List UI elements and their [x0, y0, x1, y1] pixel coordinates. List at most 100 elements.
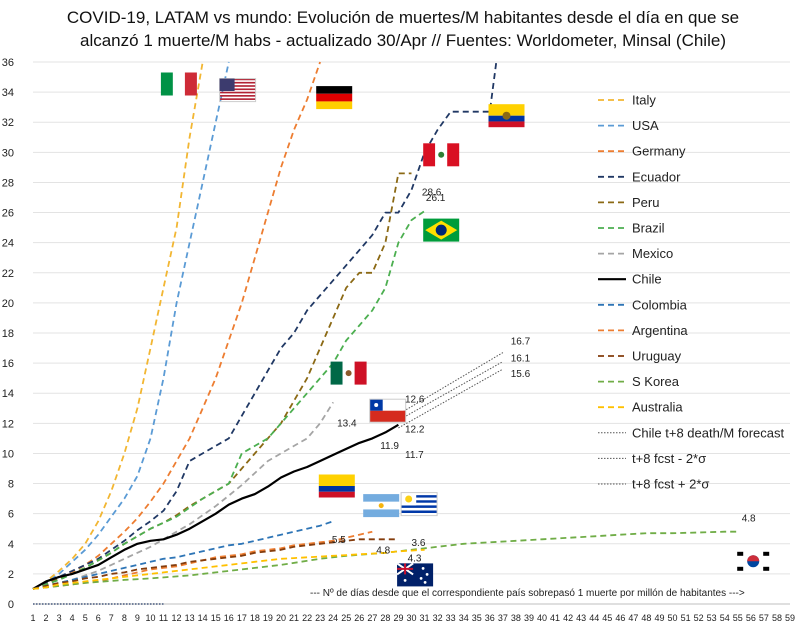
- flag-part: [330, 361, 343, 385]
- uruguay-flag: [400, 492, 438, 517]
- flag-part: [219, 95, 256, 97]
- flag-part: [401, 492, 438, 496]
- y-tick-label: 28: [2, 177, 14, 189]
- x-tick-label: 57: [759, 613, 769, 623]
- x-tick-label: 52: [694, 613, 704, 623]
- flag-part: [423, 143, 436, 167]
- legend-label-mexico: Mexico: [632, 246, 673, 261]
- usa-flag: [219, 78, 257, 103]
- data-label: 13.4: [337, 418, 357, 429]
- x-tick-label: 38: [511, 613, 521, 623]
- colombia-flag: [318, 474, 355, 498]
- flag-part: [400, 492, 438, 517]
- legend-label-australia: Australia: [632, 400, 683, 415]
- flag-trigram: [737, 551, 744, 556]
- x-tick-label: 20: [276, 613, 286, 623]
- italy-flag: [160, 72, 197, 96]
- flag-emblem: [345, 370, 352, 377]
- series-line-s-korea: [32, 530, 738, 590]
- y-tick-label: 30: [2, 147, 14, 159]
- germany-flag: [316, 86, 353, 110]
- x-tick-label: 5: [83, 613, 88, 623]
- x-tick-label: 58: [772, 613, 782, 623]
- data-labels: 28.626.1 13.4 11.9 12.6 12.2 11.7 16.7 16.1 15.6…: [332, 187, 756, 564]
- x-tick-label: 32: [433, 613, 443, 623]
- series-line-australia: [32, 548, 425, 590]
- flag-star: [419, 577, 423, 580]
- y-tick-label: 20: [2, 298, 14, 310]
- y-tick-label: 14: [2, 388, 14, 400]
- peru-flag: [423, 143, 460, 167]
- x-tick-label: 36: [485, 613, 495, 623]
- flag-part: [401, 513, 438, 516]
- x-tick-label: 49: [654, 613, 664, 623]
- y-tick-label: 16: [2, 358, 14, 370]
- flag-star: [374, 402, 379, 407]
- y-tick-label: 22: [2, 268, 14, 280]
- flag-emblem: [502, 111, 511, 120]
- flag-star: [423, 581, 427, 584]
- data-label: 12.2: [405, 424, 425, 435]
- x-tick-label: 29: [393, 613, 403, 623]
- legend-label-uruguay: Uruguay: [632, 349, 682, 364]
- mexico-flag: [330, 361, 367, 385]
- x-tick-label: 40: [537, 613, 547, 623]
- flag-part: [316, 86, 353, 94]
- x-tick-label: 2: [44, 613, 49, 623]
- flag-part: [369, 399, 406, 411]
- series-line-ecuador: [32, 61, 498, 590]
- x-tick-label: 14: [198, 613, 208, 623]
- x-tick-label: 10: [145, 613, 155, 623]
- legend-label-ecuador: Ecuador: [632, 169, 681, 184]
- series-line-usa: [32, 61, 230, 590]
- flag-part: [369, 410, 406, 423]
- chart-title-line-2: alcanzó 1 muerte/M habs - actualizado 30…: [80, 31, 726, 50]
- x-tick-label: 17: [237, 613, 247, 623]
- legend-label-chile: Chile: [632, 272, 662, 287]
- legend-label-usa: USA: [632, 118, 659, 133]
- series-lines: [32, 61, 738, 605]
- legend-label-colombia: Colombia: [632, 297, 688, 312]
- flag-part: [401, 505, 438, 508]
- y-tick-label: 18: [2, 328, 14, 340]
- series-line-uruguay: [32, 538, 399, 590]
- data-label: 16.1: [511, 354, 531, 365]
- flag-part: [316, 101, 353, 110]
- x-tick-label: 46: [615, 613, 625, 623]
- x-tick-label: 37: [498, 613, 508, 623]
- series-line-chile: [32, 423, 399, 590]
- x-tick-label: 11: [159, 613, 168, 623]
- x-tick-label: 8: [122, 613, 127, 623]
- x-tick-label: 30: [406, 613, 416, 623]
- y-gridlines: [33, 61, 790, 575]
- flag-part: [184, 72, 197, 96]
- x-tick-label: 15: [211, 613, 221, 623]
- x-tick-label: 22: [302, 613, 312, 623]
- x-tick-label: 16: [224, 613, 234, 623]
- flag-part: [401, 495, 438, 498]
- chart-title: COVID-19, LATAM vs mundo: Evolución de m…: [0, 6, 806, 52]
- series-line-colombia: [32, 520, 334, 590]
- series-line-t-8-fcst-2: [398, 352, 504, 415]
- x-tick-label: 51: [681, 613, 691, 623]
- flag-part: [401, 500, 438, 503]
- y-tick-label: 2: [8, 569, 14, 581]
- x-tick-label: 55: [733, 613, 743, 623]
- x-tick-label: 56: [746, 613, 756, 623]
- x-tick-label: 9: [135, 613, 140, 623]
- x-tick-label: 21: [289, 613, 299, 623]
- x-tick-label: 54: [720, 613, 730, 623]
- x-axis-label: --- Nº de días desde que el correspondie…: [310, 588, 745, 599]
- legend-label-t-8-fcst-2: t+8 fcst + 2*σ: [632, 477, 709, 492]
- x-tick-label: 13: [185, 613, 195, 623]
- data-label: 3.6: [412, 538, 426, 549]
- legend-label-chile-t-8-death-m-forecast: Chile t+8 death/M forecast: [632, 425, 784, 440]
- brazil-flag: [423, 218, 460, 242]
- flag-part: [354, 361, 367, 385]
- y-tick-label: 12: [2, 418, 14, 430]
- x-tick-label: 59: [785, 613, 795, 623]
- y-tick-label: 6: [8, 509, 14, 521]
- x-tick-label: 48: [641, 613, 651, 623]
- ecuador-flag: [488, 104, 525, 128]
